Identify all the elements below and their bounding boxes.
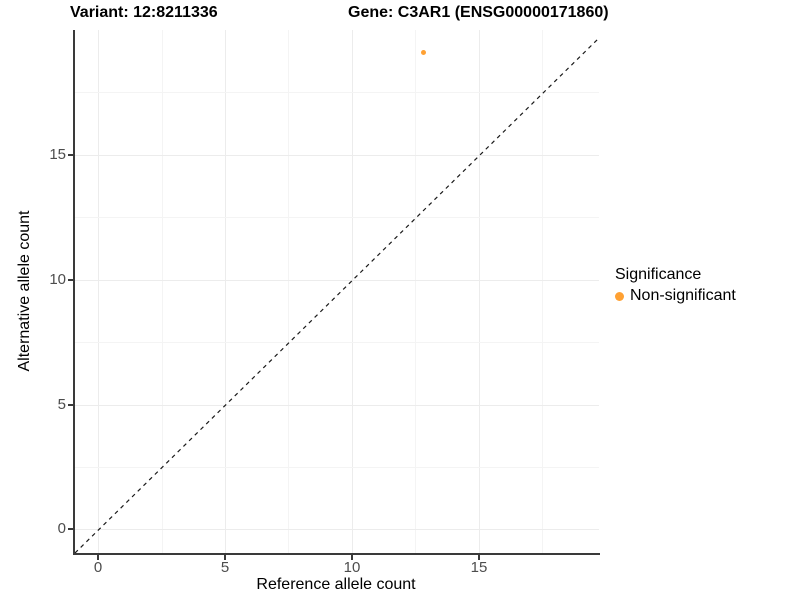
gridline-major	[479, 30, 480, 553]
gridline-minor	[162, 30, 163, 553]
gene-title: Gene: C3AR1 (ENSG00000171860)	[348, 4, 609, 21]
gridline-major	[352, 30, 353, 553]
x-axis-line	[73, 553, 600, 555]
x-tick-label: 0	[93, 559, 103, 576]
gridline-major	[225, 30, 226, 553]
y-tick-label: 10	[49, 271, 66, 288]
y-tick	[68, 528, 73, 530]
identity-dashed-line	[75, 37, 599, 553]
legend-title: Significance	[615, 266, 702, 283]
scatter-point-nonsignificant	[421, 50, 426, 55]
gridline-major	[98, 30, 99, 553]
x-tick-label: 15	[470, 559, 488, 576]
legend: Significance Non-significant	[615, 266, 800, 305]
gridline-major	[75, 529, 599, 530]
y-tick-label: 15	[49, 146, 66, 163]
gridline-minor	[75, 92, 599, 93]
gridline-minor	[415, 30, 416, 553]
gridline-minor	[288, 30, 289, 553]
x-tick	[351, 555, 353, 560]
legend-item-label: Non-significant	[630, 287, 736, 304]
gridline-major	[75, 280, 599, 281]
y-axis-title: Alternative allele count	[16, 210, 33, 372]
x-tick	[478, 555, 480, 560]
y-tick	[68, 279, 73, 281]
gridline-minor	[75, 342, 599, 343]
x-tick	[97, 555, 99, 560]
gridline-major	[75, 405, 599, 406]
gridline-minor	[75, 467, 599, 468]
legend-point-icon	[615, 291, 624, 301]
x-axis-title: Reference allele count	[256, 576, 416, 593]
y-axis-line	[73, 30, 75, 555]
y-tick-label: 5	[57, 396, 66, 413]
legend-item-nonsignificant: Non-significant	[615, 287, 800, 305]
x-tick-label: 5	[220, 559, 230, 576]
gridline-minor	[75, 217, 599, 218]
x-tick-label: 10	[343, 559, 361, 576]
y-tick-label: 0	[57, 520, 66, 537]
variant-title: Variant: 12:8211336	[70, 4, 218, 21]
gridline-minor	[542, 30, 543, 553]
y-tick	[68, 404, 73, 406]
plot-panel	[75, 30, 599, 553]
gridline-major	[75, 155, 599, 156]
y-tick	[68, 154, 73, 156]
x-tick	[224, 555, 226, 560]
